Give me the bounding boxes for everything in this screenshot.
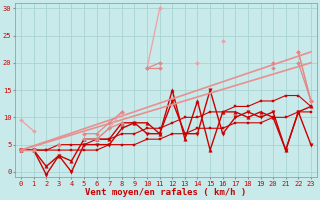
- X-axis label: Vent moyen/en rafales ( km/h ): Vent moyen/en rafales ( km/h ): [85, 188, 247, 197]
